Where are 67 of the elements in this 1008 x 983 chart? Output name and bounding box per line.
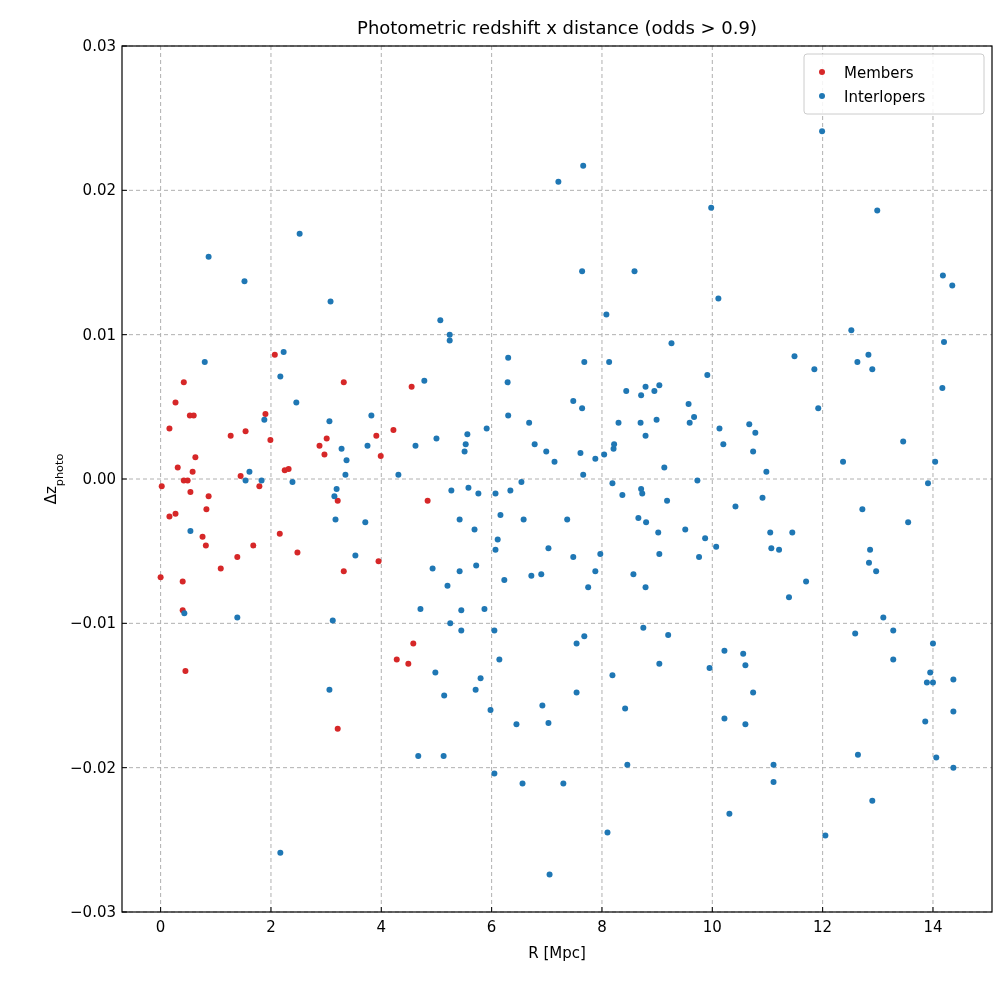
- point: [424, 497, 431, 504]
- x-tick-label: 2: [266, 918, 276, 936]
- point: [234, 553, 241, 560]
- point: [180, 379, 187, 386]
- y-tick-label: −0.03: [70, 903, 116, 921]
- point: [202, 542, 209, 549]
- point: [203, 506, 210, 513]
- point: [192, 454, 199, 461]
- point: [393, 656, 400, 663]
- point: [256, 483, 263, 490]
- legend-label: Interlopers: [844, 88, 926, 106]
- point: [271, 351, 278, 358]
- x-tick-label: 8: [597, 918, 607, 936]
- point: [189, 468, 196, 475]
- x-axis-title: R [Mpc]: [528, 944, 586, 962]
- point: [166, 513, 173, 520]
- legend-label: Members: [844, 64, 914, 82]
- point: [408, 383, 415, 390]
- point: [373, 432, 380, 439]
- point: [217, 565, 224, 572]
- y-tick-label: −0.01: [70, 614, 116, 633]
- point: [377, 452, 384, 459]
- point: [187, 489, 194, 495]
- y-tick-label: 0.00: [82, 470, 116, 488]
- point: [242, 428, 249, 435]
- point: [334, 497, 341, 504]
- point: [340, 568, 347, 575]
- point: [172, 510, 179, 517]
- x-tick-label: 4: [376, 918, 387, 936]
- point: [250, 542, 257, 549]
- point: [182, 667, 189, 674]
- chart-title: Photometric redshift x distance (odds > 0.9): [357, 17, 757, 38]
- point: [172, 399, 179, 406]
- point: [199, 533, 206, 540]
- point: [405, 660, 412, 667]
- x-tick-label: 0: [155, 918, 166, 936]
- point: [158, 483, 165, 490]
- point: [179, 578, 186, 585]
- point: [267, 437, 274, 444]
- x-tick-label: 12: [813, 918, 833, 936]
- y-tick-label: 0.01: [82, 325, 116, 344]
- point: [262, 411, 269, 418]
- point: [237, 473, 244, 480]
- point: [157, 574, 164, 581]
- point: [316, 442, 323, 449]
- point: [205, 493, 212, 500]
- x-tick-label: 6: [486, 918, 497, 936]
- point: [390, 426, 397, 433]
- point: [285, 465, 292, 472]
- point: [227, 432, 234, 439]
- y-tick-label: 0.03: [82, 37, 116, 55]
- x-tick-label: 14: [923, 918, 943, 936]
- point: [340, 379, 347, 386]
- point: [375, 558, 382, 565]
- point: [190, 412, 197, 419]
- x-tick-label: 10: [702, 918, 722, 936]
- y-tick-label: −0.02: [70, 758, 116, 777]
- point: [323, 435, 330, 442]
- point: [276, 530, 283, 537]
- point: [166, 425, 173, 432]
- point: [184, 477, 191, 484]
- point: [174, 464, 181, 471]
- point: [294, 549, 301, 556]
- point: [334, 725, 341, 732]
- point: [321, 451, 328, 458]
- y-tick-label: 0.02: [82, 181, 116, 200]
- point: [410, 640, 417, 647]
